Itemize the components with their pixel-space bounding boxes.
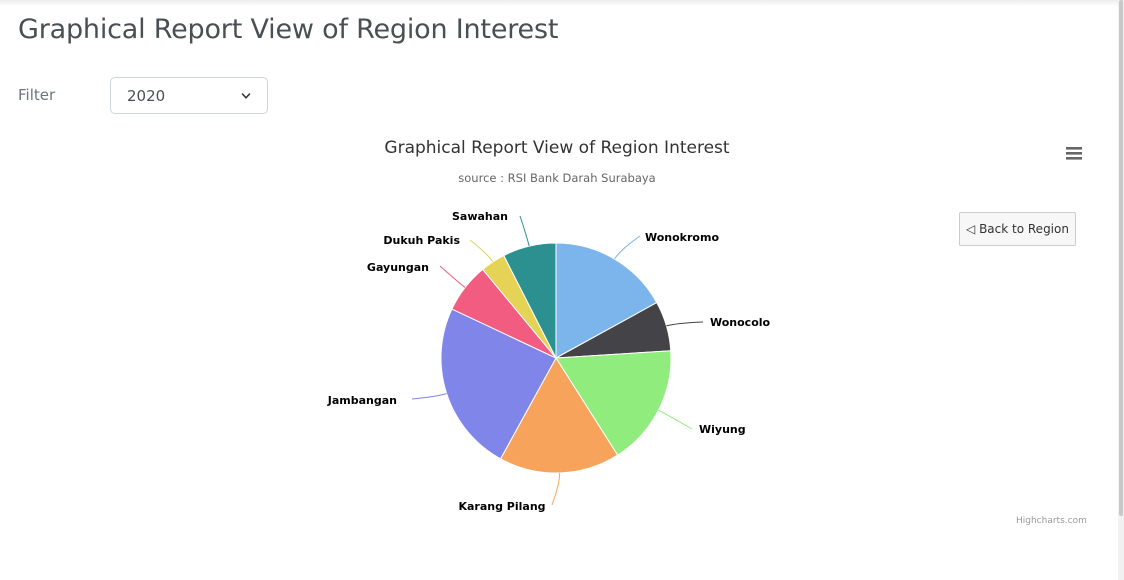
pie-connector [519,215,530,247]
page-title: Graphical Report View of Region Interest [18,14,559,45]
pie-connector [666,321,704,327]
chart-subtitle: source : RSI Bank Darah Surabaya [458,171,656,185]
year-filter-select[interactable]: 2020 [110,77,268,114]
pie-slice-sawahan[interactable] [503,242,557,359]
pie-data-label[interactable]: Wiyung [699,423,746,436]
header-shadow [0,0,1124,6]
chart-title: Graphical Report View of Region Interest [384,138,730,158]
pie-slice-wonokromo[interactable] [555,242,658,359]
pie-data-label[interactable]: Sawahan [452,210,508,223]
pie-connector [658,409,693,430]
pie-data-label[interactable]: Karang Pilang [458,500,545,513]
pie-data-label[interactable]: Wonokromo [645,231,719,244]
pie-data-label[interactable]: Jambangan [327,394,397,407]
pie-data-label[interactable]: Gayungan [367,261,429,274]
pie-data-label[interactable]: Wonocolo [710,316,771,329]
filter-selected-value: 2020 [127,86,166,105]
pie-slice-jambangan[interactable] [440,308,557,460]
pie-connector [551,472,561,506]
pie-data-label[interactable]: Dukuh Pakis [383,234,460,247]
back-to-region-button[interactable]: ◁ Back to Region [959,212,1076,246]
chevron-down-icon [241,92,251,99]
pie-connector [614,235,641,260]
hamburger-menu-icon[interactable] [1062,142,1086,164]
highcharts-credits-link[interactable]: Highcharts.com [1016,516,1087,526]
scrollbar-thumb[interactable] [1119,0,1123,516]
pie-connector [469,239,494,263]
page-scrollbar[interactable] [1118,0,1124,580]
filter-label: Filter [18,86,56,104]
pie-connector [439,265,466,288]
pie-connector [411,393,447,400]
